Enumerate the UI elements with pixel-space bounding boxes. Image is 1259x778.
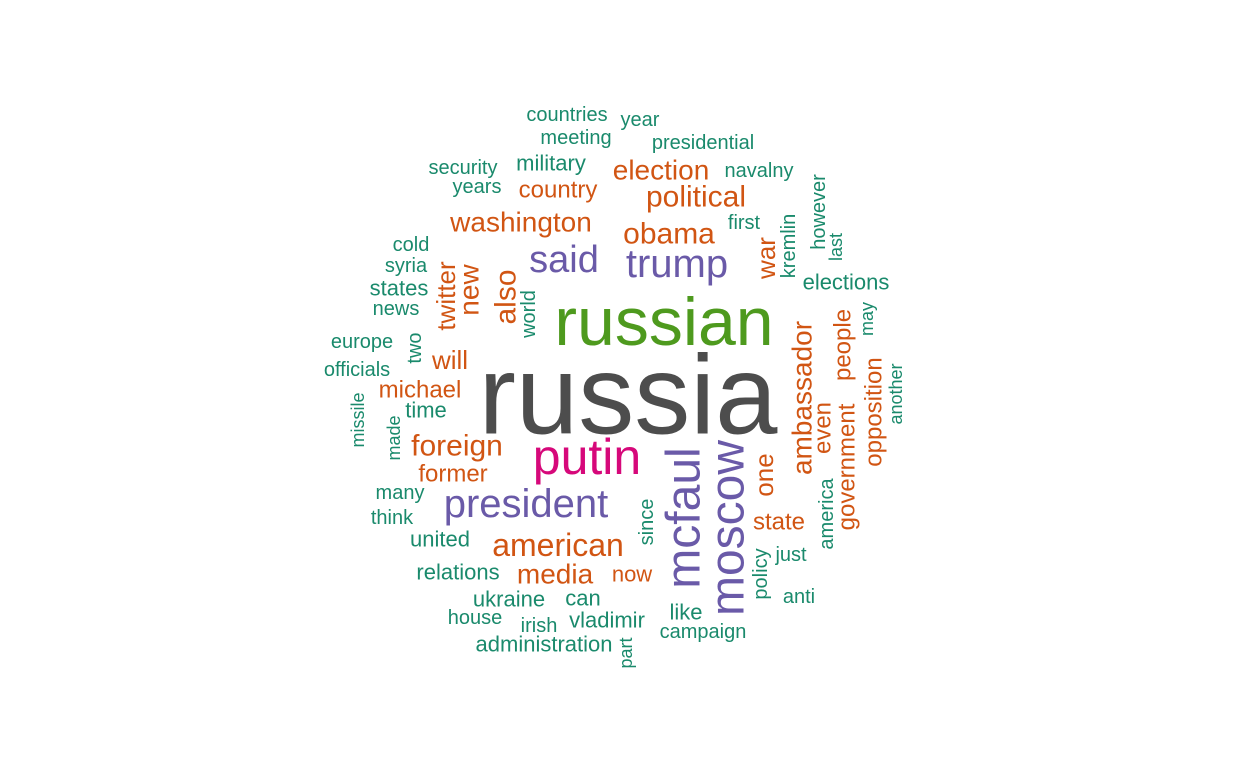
cloud-word-putin: putin [533, 429, 641, 485]
cloud-word-countries: countries [526, 104, 607, 126]
cloud-word-years: years [453, 176, 502, 198]
cloud-word-europe: europe [331, 331, 393, 353]
cloud-word-year: year [621, 109, 660, 131]
cloud-word-opposition: opposition [861, 357, 888, 466]
cloud-word-world: world [518, 290, 540, 339]
cloud-word-media: media [517, 559, 594, 590]
cloud-word-foreign: foreign [411, 430, 503, 463]
cloud-word-america: america [816, 478, 838, 550]
cloud-word-now: now [612, 562, 652, 587]
cloud-word-new: new [454, 264, 485, 316]
cloud-word-also: also [490, 269, 523, 324]
cloud-word-election: election [613, 155, 710, 186]
cloud-word-military: military [516, 151, 586, 176]
cloud-word-states: states [370, 276, 429, 301]
cloud-word-security: security [429, 157, 498, 179]
cloud-word-political: political [646, 181, 746, 214]
cloud-word-just: just [774, 544, 807, 566]
cloud-word-presidential: presidential [652, 132, 754, 154]
cloud-word-meeting: meeting [540, 127, 611, 149]
cloud-word-many: many [376, 482, 425, 504]
cloud-word-anti: anti [783, 586, 815, 608]
cloud-word-one: one [749, 453, 779, 496]
cloud-word-campaign: campaign [660, 621, 747, 643]
cloud-word-country: country [519, 177, 598, 204]
cloud-word-irish: irish [521, 615, 558, 637]
cloud-word-officials: officials [324, 359, 390, 381]
cloud-word-kremlin: kremlin [778, 214, 800, 278]
cloud-word-united: united [410, 527, 470, 552]
cloud-word-administration: administration [476, 632, 613, 657]
cloud-word-since: since [636, 499, 658, 546]
cloud-word-mcfaul: mcfaul [658, 447, 711, 588]
cloud-word-twitter: twitter [431, 261, 461, 331]
cloud-word-war: war [751, 237, 781, 280]
cloud-word-former: former [418, 461, 487, 488]
cloud-word-part: part [616, 637, 636, 668]
cloud-word-another: another [886, 363, 906, 424]
cloud-word-missile: missile [348, 392, 368, 447]
cloud-word-navalny: navalny [725, 160, 794, 182]
cloud-word-state: state [753, 509, 805, 536]
cloud-word-people: people [830, 309, 857, 381]
cloud-word-russia: russia [479, 333, 778, 458]
cloud-word-news: news [373, 298, 420, 320]
cloud-word-two: two [404, 332, 426, 363]
cloud-word-obama: obama [623, 218, 715, 251]
cloud-word-even: even [810, 402, 837, 454]
cloud-word-like: like [669, 600, 702, 625]
cloud-word-time: time [405, 398, 447, 423]
cloud-word-washington: washington [449, 207, 592, 238]
cloud-word-house: house [448, 607, 503, 629]
cloud-word-michael: michael [379, 377, 462, 404]
cloud-word-vladimir: vladimir [569, 608, 645, 633]
cloud-word-cold: cold [393, 234, 430, 256]
cloud-word-ambassador: ambassador [787, 321, 818, 475]
cloud-word-elections: elections [803, 270, 890, 295]
cloud-word-policy: policy [750, 548, 772, 599]
cloud-word-president: president [444, 482, 609, 526]
cloud-word-trump: trump [626, 242, 728, 286]
cloud-word-government: government [834, 403, 861, 530]
cloud-word-last: last [826, 233, 846, 261]
cloud-word-will: will [431, 345, 468, 375]
cloud-word-first: first [728, 212, 761, 234]
cloud-word-relations: relations [416, 560, 499, 585]
cloud-word-russian: russian [554, 284, 773, 360]
cloud-word-ukraine: ukraine [473, 587, 545, 612]
cloud-word-can: can [565, 586, 600, 611]
cloud-word-may: may [857, 302, 877, 336]
cloud-word-moscow: moscow [702, 440, 755, 616]
cloud-word-syria: syria [385, 255, 428, 277]
cloud-word-think: think [371, 507, 414, 529]
cloud-word-said: said [529, 239, 599, 281]
cloud-word-however: however [808, 174, 830, 250]
cloud-word-american: american [492, 527, 624, 563]
cloud-word-made: made [384, 415, 404, 460]
